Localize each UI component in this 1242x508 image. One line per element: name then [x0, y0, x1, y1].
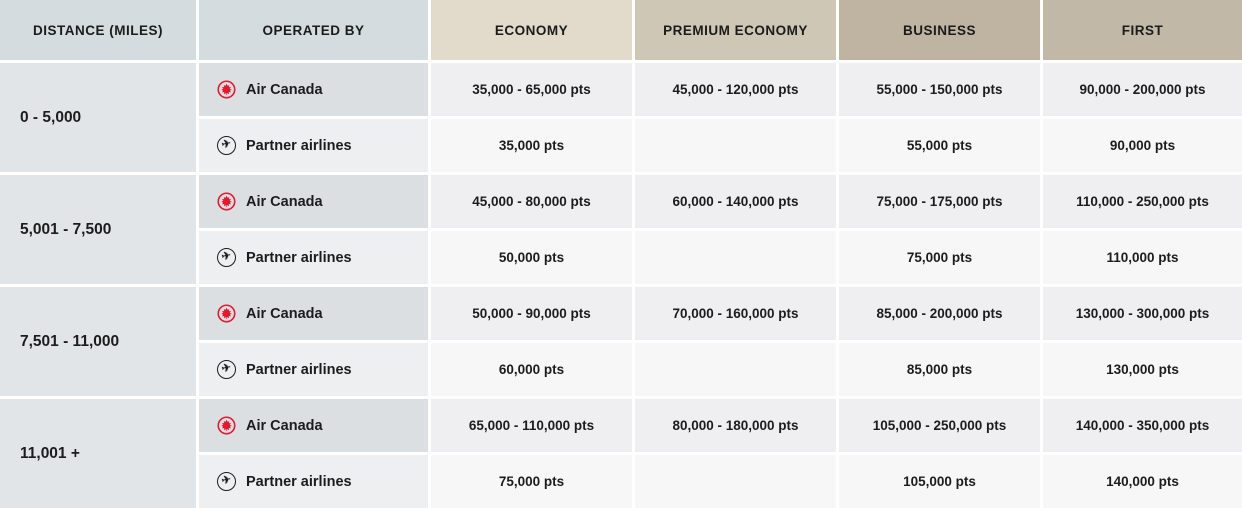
points-cell-business-partner: 75,000 pts	[839, 231, 1040, 284]
points-cell-business-air-canada: 75,000 - 175,000 pts	[839, 175, 1040, 228]
points-cell-economy-air-canada: 50,000 - 90,000 pts	[431, 287, 632, 340]
points-cell-first-air-canada: 110,000 - 250,000 pts	[1043, 175, 1242, 228]
air-canada-logo-icon	[217, 416, 236, 435]
operator-cell-air-canada: Air Canada	[199, 287, 428, 340]
points-cell-first-air-canada: 140,000 - 350,000 pts	[1043, 399, 1242, 452]
partner-airplane-icon: ✈	[217, 472, 236, 491]
operator-cell-air-canada: Air Canada	[199, 63, 428, 116]
operator-label: Partner airlines	[246, 137, 352, 154]
distance-band-cell: 0 - 5,000	[0, 63, 196, 172]
operator-label: Partner airlines	[246, 249, 352, 266]
points-cell-premium-economy-air-canada: 60,000 - 140,000 pts	[635, 175, 836, 228]
points-cell-premium-economy-partner	[635, 231, 836, 284]
operator-label: Air Canada	[246, 417, 323, 434]
points-cell-economy-air-canada: 65,000 - 110,000 pts	[431, 399, 632, 452]
column-header-operated-by: OPERATED BY	[199, 0, 428, 60]
air-canada-logo-icon	[217, 304, 236, 323]
operator-cell-partner-airlines: ✈ Partner airlines	[199, 343, 428, 396]
air-canada-logo-icon	[217, 80, 236, 99]
points-cell-economy-partner: 35,000 pts	[431, 119, 632, 172]
air-canada-logo-icon	[217, 192, 236, 211]
column-header-economy: ECONOMY	[431, 0, 632, 60]
points-cell-premium-economy-partner	[635, 343, 836, 396]
points-cell-premium-economy-air-canada: 70,000 - 160,000 pts	[635, 287, 836, 340]
operator-cell-air-canada: Air Canada	[199, 175, 428, 228]
points-cell-premium-economy-partner	[635, 455, 836, 508]
points-cell-premium-economy-partner	[635, 119, 836, 172]
distance-band-cell: 7,501 - 11,000	[0, 287, 196, 396]
operator-cell-air-canada: Air Canada	[199, 399, 428, 452]
points-cell-premium-economy-air-canada: 45,000 - 120,000 pts	[635, 63, 836, 116]
partner-airplane-icon: ✈	[217, 248, 236, 267]
operator-label: Air Canada	[246, 81, 323, 98]
partner-airplane-icon: ✈	[217, 360, 236, 379]
distance-band-cell: 5,001 - 7,500	[0, 175, 196, 284]
points-cell-premium-economy-air-canada: 80,000 - 180,000 pts	[635, 399, 836, 452]
points-cell-economy-air-canada: 35,000 - 65,000 pts	[431, 63, 632, 116]
points-cell-business-air-canada: 105,000 - 250,000 pts	[839, 399, 1040, 452]
points-cell-first-air-canada: 130,000 - 300,000 pts	[1043, 287, 1242, 340]
points-cell-economy-partner: 50,000 pts	[431, 231, 632, 284]
points-cell-first-partner: 140,000 pts	[1043, 455, 1242, 508]
points-cell-business-partner: 85,000 pts	[839, 343, 1040, 396]
operator-cell-partner-airlines: ✈ Partner airlines	[199, 455, 428, 508]
points-cell-business-partner: 55,000 pts	[839, 119, 1040, 172]
points-cell-business-air-canada: 85,000 - 200,000 pts	[839, 287, 1040, 340]
operator-cell-partner-airlines: ✈ Partner airlines	[199, 119, 428, 172]
points-cell-first-partner: 90,000 pts	[1043, 119, 1242, 172]
column-header-distance: DISTANCE (MILES)	[0, 0, 196, 60]
points-cell-economy-partner: 60,000 pts	[431, 343, 632, 396]
operator-label: Air Canada	[246, 193, 323, 210]
column-header-premium-economy: PREMIUM ECONOMY	[635, 0, 836, 60]
points-cell-business-air-canada: 55,000 - 150,000 pts	[839, 63, 1040, 116]
distance-band-cell: 11,001 +	[0, 399, 196, 508]
operator-cell-partner-airlines: ✈ Partner airlines	[199, 231, 428, 284]
column-header-first: FIRST	[1043, 0, 1242, 60]
operator-label: Air Canada	[246, 305, 323, 322]
points-cell-business-partner: 105,000 pts	[839, 455, 1040, 508]
partner-airplane-icon: ✈	[217, 136, 236, 155]
points-cell-first-partner: 110,000 pts	[1043, 231, 1242, 284]
points-cell-economy-air-canada: 45,000 - 80,000 pts	[431, 175, 632, 228]
operator-label: Partner airlines	[246, 473, 352, 490]
points-cell-first-partner: 130,000 pts	[1043, 343, 1242, 396]
points-cell-economy-partner: 75,000 pts	[431, 455, 632, 508]
column-header-business: BUSINESS	[839, 0, 1040, 60]
points-cell-first-air-canada: 90,000 - 200,000 pts	[1043, 63, 1242, 116]
operator-label: Partner airlines	[246, 361, 352, 378]
